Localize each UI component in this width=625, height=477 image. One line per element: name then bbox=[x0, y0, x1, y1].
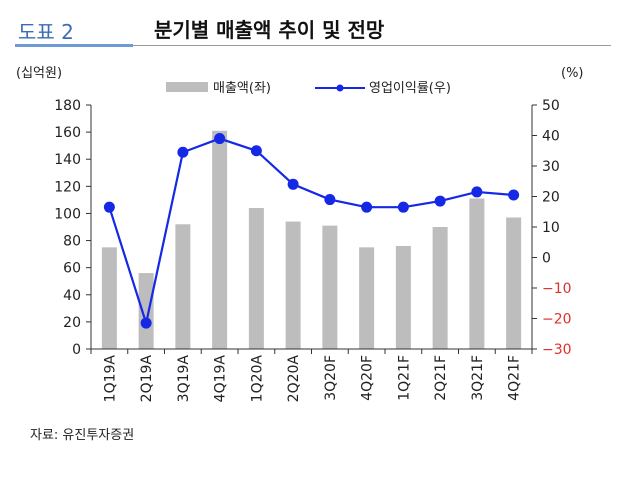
bar-2Q20A bbox=[285, 221, 301, 349]
x-tick-label: 2Q19A bbox=[139, 355, 155, 403]
margin-point-2Q21F bbox=[434, 195, 446, 207]
margin-point-1Q19A bbox=[103, 201, 115, 213]
tick-labels: 0 20 40 60 80 100 120 140 160 180 −30 −20 −10 0 10 20 30… bbox=[54, 98, 571, 402]
bar-4Q19A bbox=[212, 130, 228, 349]
legend-line-marker bbox=[336, 84, 344, 92]
right-tick-label: −30 bbox=[542, 342, 572, 358]
margin-point-4Q20F bbox=[361, 201, 373, 213]
bar-2Q21F bbox=[432, 227, 448, 349]
left-tick-label: 160 bbox=[54, 125, 81, 141]
bar-1Q20A bbox=[248, 208, 264, 349]
figure-header: 도표 2 분기별 매출액 추이 및 전망 bbox=[0, 0, 625, 52]
right-tick-label: 50 bbox=[542, 98, 560, 114]
margin-point-1Q21F bbox=[397, 201, 409, 213]
bar-series bbox=[101, 130, 522, 349]
margin-line bbox=[108, 137, 514, 328]
x-tick-label: 4Q20F bbox=[360, 355, 376, 401]
margin-point-4Q19A bbox=[214, 133, 226, 145]
bar-1Q19A bbox=[101, 247, 117, 349]
left-tick-label: 60 bbox=[63, 261, 81, 277]
right-tick-label: 40 bbox=[542, 129, 560, 145]
x-tick-label: 2Q21F bbox=[433, 355, 449, 401]
legend: 매출액(좌) 영업이익률(우) bbox=[166, 81, 451, 96]
left-axis-unit: (십억원) bbox=[16, 66, 62, 81]
right-axis-unit: (%) bbox=[561, 66, 584, 81]
x-tick-label: 4Q21F bbox=[507, 355, 523, 401]
bar-1Q21F bbox=[395, 245, 411, 349]
left-tick-label: 80 bbox=[63, 234, 81, 250]
right-tick-label: 10 bbox=[542, 220, 560, 236]
right-tick-label: −10 bbox=[542, 281, 572, 297]
left-tick-label: 40 bbox=[63, 288, 81, 304]
x-tick-label: 3Q20F bbox=[323, 355, 339, 401]
source-note: 자료: 유진투자증권 bbox=[30, 428, 135, 443]
right-tick-label: 30 bbox=[542, 159, 560, 175]
margin-point-1Q20A bbox=[250, 145, 262, 157]
figure-title: 분기별 매출액 추이 및 전망 bbox=[154, 18, 385, 42]
x-tick-label: 1Q20A bbox=[249, 355, 265, 403]
bar-3Q19A bbox=[175, 224, 191, 349]
left-tick-label: 0 bbox=[72, 342, 81, 358]
bar-2Q19A bbox=[138, 273, 154, 349]
margin-point-3Q21F bbox=[471, 186, 483, 198]
right-tick-label: 0 bbox=[542, 251, 551, 267]
x-tick-label: 1Q19A bbox=[102, 355, 118, 403]
margin-point-2Q19A bbox=[140, 317, 152, 329]
left-tick-label: 120 bbox=[54, 179, 81, 195]
legend-line-label: 영업이익률(우) bbox=[369, 81, 451, 96]
figure-label: 도표 2 bbox=[18, 20, 74, 44]
x-tick-label: 2Q20A bbox=[286, 355, 302, 403]
left-tick-label: 140 bbox=[54, 152, 81, 168]
right-tick-label: −20 bbox=[542, 312, 572, 328]
left-tick-label: 20 bbox=[63, 315, 81, 331]
legend-bar-label: 매출액(좌) bbox=[213, 81, 271, 96]
bar-4Q21F bbox=[506, 217, 522, 349]
margin-point-3Q20F bbox=[324, 194, 336, 206]
x-tick-label: 4Q19A bbox=[213, 355, 229, 403]
x-tick-label: 3Q21F bbox=[470, 355, 486, 401]
legend-bar-swatch bbox=[166, 82, 208, 92]
header-accent-rule bbox=[15, 44, 133, 47]
axes bbox=[86, 104, 537, 354]
x-tick-label: 1Q21F bbox=[396, 355, 412, 401]
left-tick-label: 180 bbox=[54, 98, 81, 114]
bar-3Q21F bbox=[469, 198, 485, 349]
right-tick-label: 20 bbox=[542, 190, 560, 206]
bar-4Q20F bbox=[359, 247, 375, 349]
bar-3Q20F bbox=[322, 225, 338, 349]
header-divider bbox=[133, 45, 611, 46]
line-series bbox=[103, 133, 520, 329]
margin-point-2Q20A bbox=[287, 178, 299, 190]
margin-point-3Q19A bbox=[177, 146, 189, 158]
left-tick-label: 100 bbox=[54, 206, 81, 222]
margin-point-4Q21F bbox=[508, 189, 520, 201]
x-tick-label: 3Q19A bbox=[176, 355, 192, 403]
